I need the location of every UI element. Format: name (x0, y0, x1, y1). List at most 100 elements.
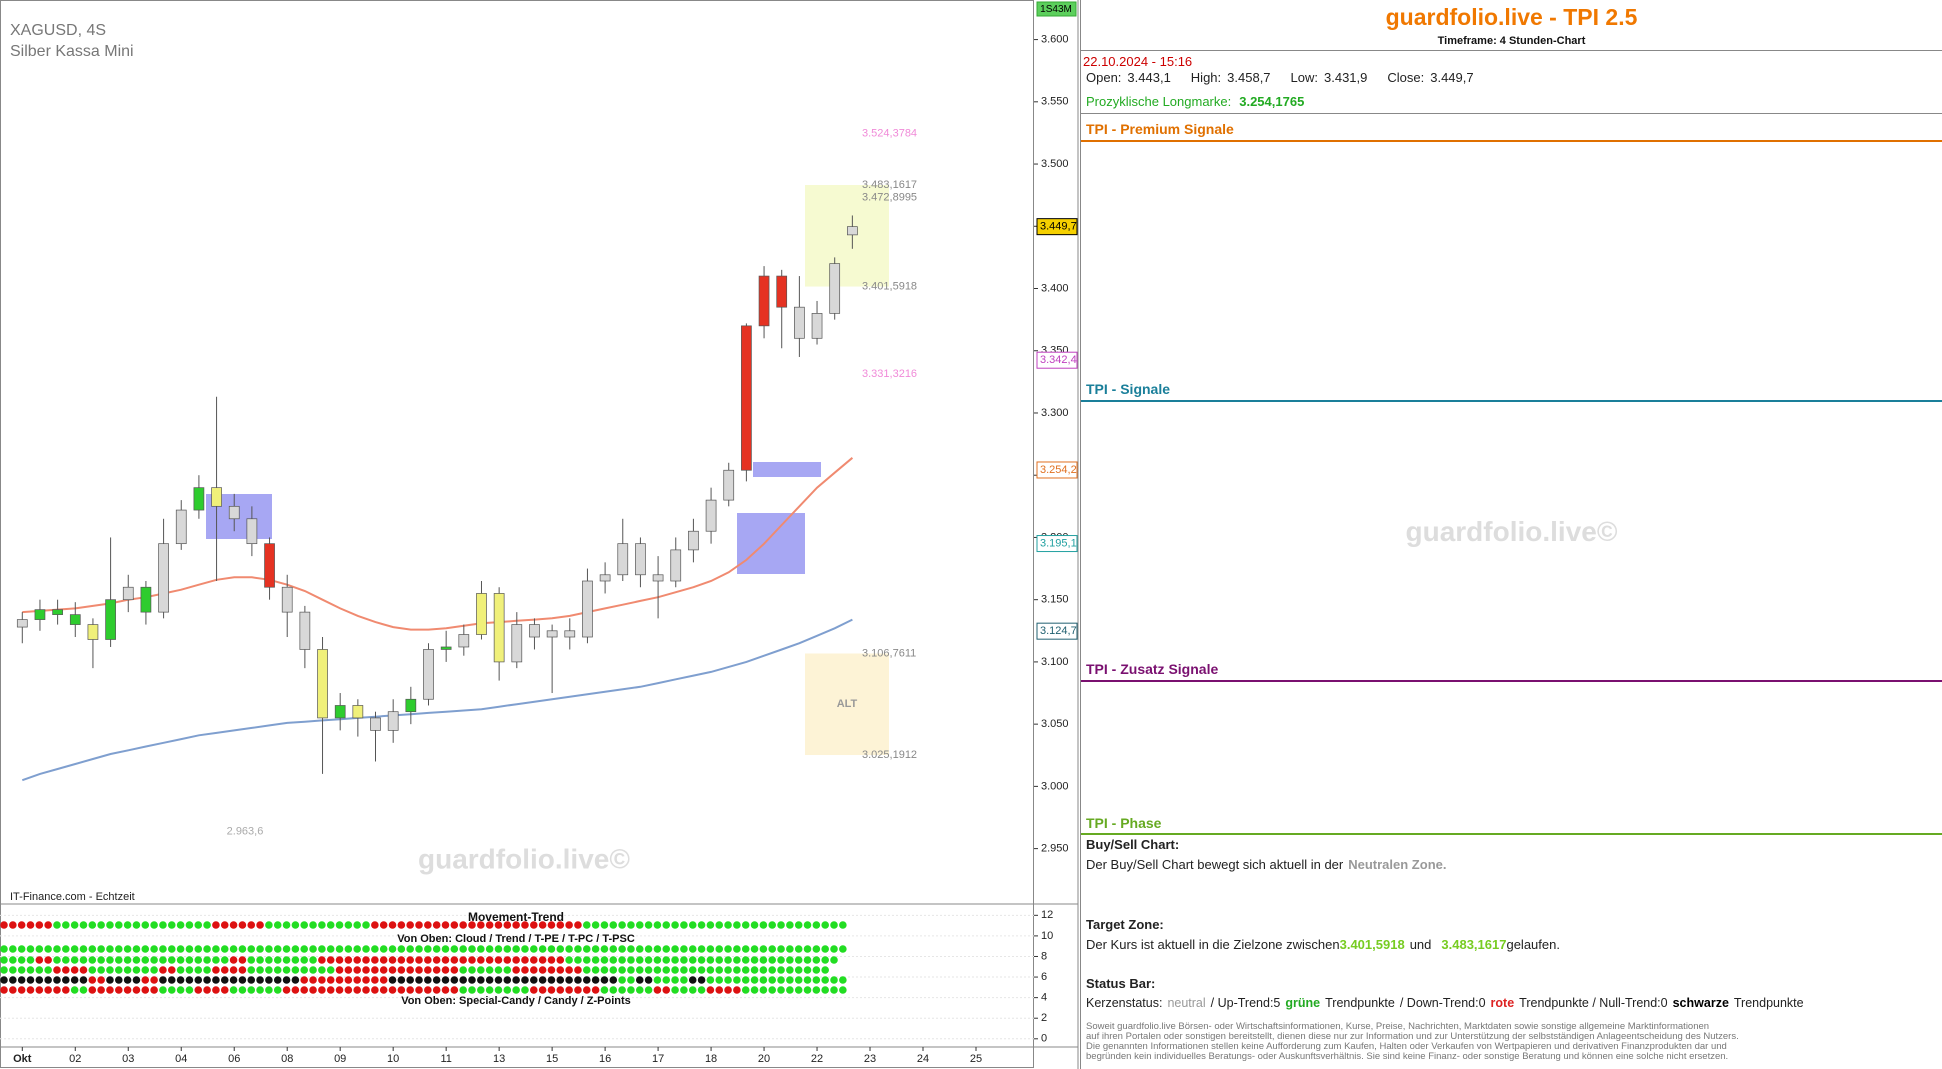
trend-dot (282, 986, 291, 994)
trend-dot (238, 986, 247, 994)
trend-dot (212, 976, 220, 984)
trend-dot (777, 945, 785, 953)
trend-dot (326, 986, 335, 994)
trend-dot (326, 966, 335, 974)
trend-dot (132, 986, 141, 994)
trend-dot (88, 956, 97, 964)
trend-dot (406, 976, 414, 984)
trend-dot (159, 986, 167, 994)
trend-dot (662, 945, 671, 953)
section-line (1081, 400, 1942, 402)
trend-dot (318, 966, 326, 974)
trend-dot (839, 945, 847, 953)
trend-dot (44, 986, 52, 994)
trend-dot (609, 956, 618, 964)
trend-dot (114, 945, 123, 953)
trend-dot (565, 956, 573, 964)
trend-dot (591, 921, 600, 929)
trend-dot (706, 976, 715, 984)
candle-body (652, 574, 664, 582)
trend-dot (0, 956, 8, 964)
trend-dot (653, 945, 662, 953)
section-title: TPI - Zusatz Signale (1086, 661, 1219, 677)
trend-dot (282, 966, 291, 974)
trend-dot (803, 966, 812, 974)
trend-dot (344, 945, 353, 953)
trend-dot (600, 986, 609, 994)
trend-dot (521, 986, 529, 994)
interval-badge-box (1036, 1, 1077, 17)
trend-dot (503, 921, 512, 929)
trend-dot (123, 921, 132, 929)
trend-dot (644, 945, 653, 953)
trend-dot (821, 921, 829, 929)
trend-dot (662, 976, 671, 984)
trend-dot (574, 976, 582, 984)
trend-dot (556, 986, 565, 994)
trend-dot (229, 986, 238, 994)
trend-dot (194, 966, 203, 974)
trend-dot (768, 976, 777, 984)
y-tick-label: 3.000 (1041, 780, 1069, 792)
trend-dot (265, 921, 273, 929)
trend-dot (459, 966, 467, 974)
trend-dot (406, 966, 414, 974)
price-box (1036, 622, 1078, 640)
candle-body (158, 543, 169, 613)
trend-dot (415, 966, 423, 974)
trend-dot (733, 956, 741, 964)
trend-dot (512, 921, 520, 929)
target-row: Der Kurs ist aktuell in die Zielzone zwi… (1086, 937, 1560, 952)
trend-dot (494, 976, 503, 984)
chart-title: XAGUSD, 4S (10, 22, 106, 39)
source-note: IT-Finance.com - Echtzeit (10, 891, 135, 903)
trend-dot (591, 986, 600, 994)
trend-dot (406, 945, 414, 953)
trend-dot (203, 921, 211, 929)
trend-dot (697, 976, 706, 984)
trend-dot (741, 976, 750, 984)
trend-dot (362, 976, 370, 984)
info-panel: guardfolio.live - TPI 2.5 Timeframe: 4 St… (1080, 0, 1942, 1069)
trend-dot (371, 945, 379, 953)
trend-dot (777, 966, 785, 974)
trend-dot (627, 956, 635, 964)
trend-dot (0, 976, 8, 984)
trend-dot (167, 956, 176, 964)
trend-dot (256, 966, 264, 974)
trend-dot (318, 921, 326, 929)
trend-dot (680, 921, 688, 929)
trend-dot (468, 976, 476, 984)
trend-dot (291, 945, 300, 953)
target-text: Der Kurs ist aktuell in die Zielzone zwi… (1086, 937, 1340, 952)
trend-dot (282, 921, 291, 929)
trend-dot (750, 921, 759, 929)
trend-dot (697, 945, 706, 953)
trend-dot (538, 921, 547, 929)
trend-dot (494, 966, 503, 974)
trend-dot (618, 976, 626, 984)
trend-dot (618, 966, 626, 974)
trend-dot (609, 966, 618, 974)
trend-dot (441, 966, 450, 974)
trend-dot (680, 976, 688, 984)
candle-body (829, 263, 841, 314)
trend-dot (424, 956, 432, 964)
trend-dot (680, 945, 688, 953)
trend-dot (671, 921, 679, 929)
target-zone (805, 185, 889, 287)
trend-dot (688, 945, 697, 953)
trend-dot (724, 966, 732, 974)
trend-dot (750, 966, 759, 974)
trend-dot (671, 986, 679, 994)
trend-dot (150, 956, 158, 964)
trend-dot (247, 945, 256, 953)
trend-dot (247, 966, 256, 974)
candle-body (511, 624, 523, 663)
trend-dot (459, 921, 467, 929)
trend-dot (176, 986, 185, 994)
trend-dot (733, 986, 741, 994)
section-line (1081, 140, 1942, 142)
trend-dot (300, 966, 309, 974)
x-tick-label: 25 (970, 1053, 982, 1065)
